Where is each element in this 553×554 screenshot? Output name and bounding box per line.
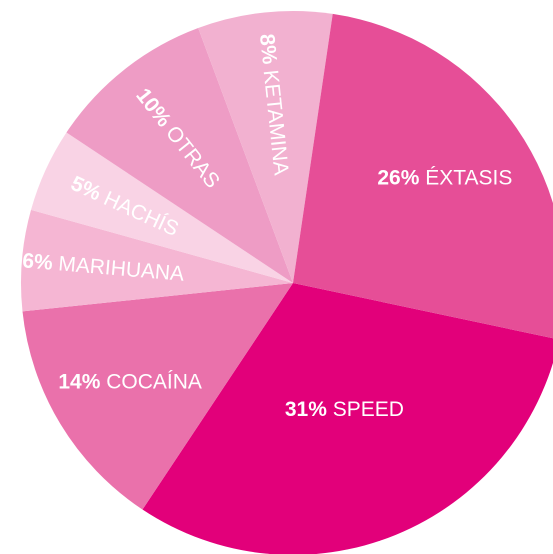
pie-slices	[21, 10, 553, 554]
slice-label-speed: 31% SPEED	[285, 397, 404, 420]
pie-slice-speed	[142, 283, 553, 554]
pie-slice-otras	[66, 28, 293, 284]
slice-label-cocaina: 14% COCAÍNA	[58, 370, 202, 393]
pie-slice-cocaina	[22, 283, 293, 510]
slice-label-extasis: 26% ÉXTASIS	[377, 166, 512, 189]
pie-slice-extasis	[293, 13, 553, 339]
pie-slice-ketamina	[198, 10, 333, 283]
pie-slice-hachis	[31, 132, 294, 283]
pie-slice-marihuana	[21, 209, 293, 312]
